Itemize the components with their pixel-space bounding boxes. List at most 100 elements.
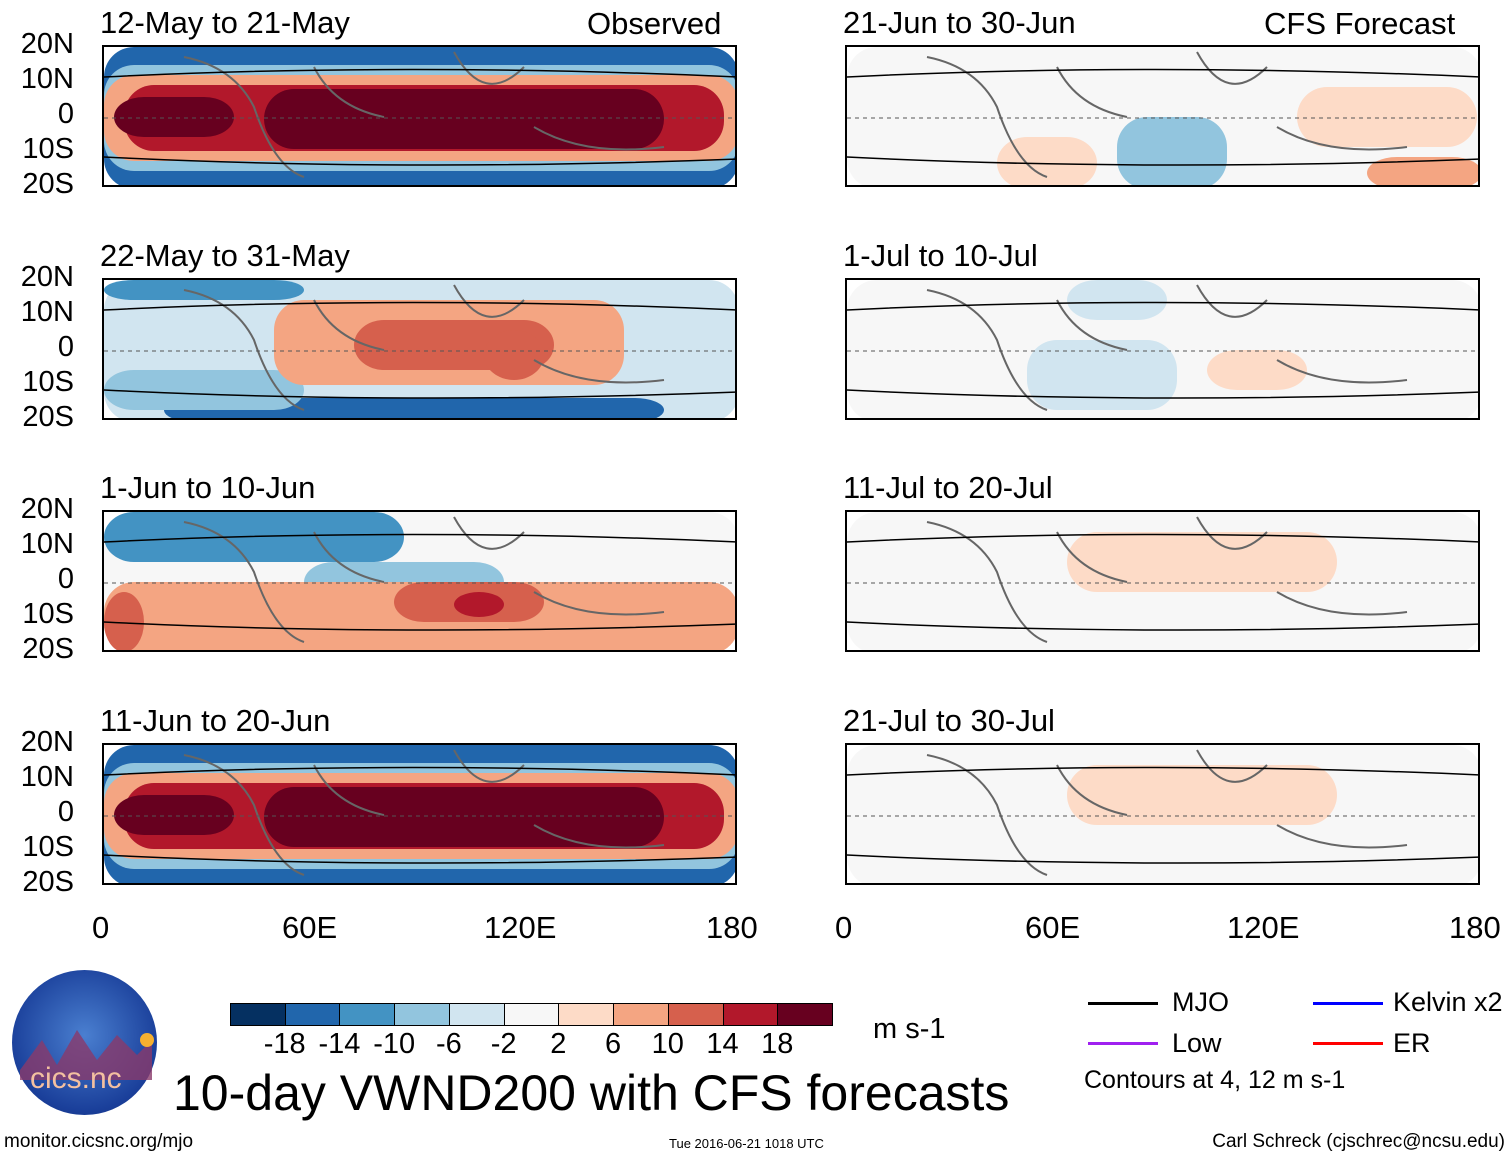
logo-text: cics.nc — [30, 1062, 122, 1095]
lat-label: 20S — [22, 866, 74, 898]
colorbar-label: -6 — [436, 1028, 462, 1060]
lon-label: 0 — [835, 910, 853, 945]
mjo-contour — [847, 301, 1478, 399]
colorbar-label: 18 — [761, 1028, 794, 1060]
colorbar-swatch — [722, 1003, 779, 1026]
colorbar-swatch — [667, 1003, 724, 1026]
panel-title: 22-May to 31-May — [100, 238, 350, 273]
legend-kelvin-label: Kelvin x2 — [1393, 987, 1503, 1017]
panel-title: 1-Jul to 10-Jul — [843, 238, 1038, 273]
coastline — [926, 284, 1408, 411]
anomaly-region — [104, 280, 304, 300]
anomaly-region — [1367, 157, 1478, 185]
mjo-contour — [104, 533, 735, 631]
lat-label: 10S — [22, 133, 74, 165]
panel-title: 11-Jul to 20-Jul — [843, 470, 1053, 505]
map-panel — [102, 278, 737, 420]
contour-note: Contours at 4, 12 m s-1 — [1084, 1066, 1346, 1094]
anomaly-region — [454, 592, 504, 617]
coastline — [183, 516, 665, 643]
lat-label: 20S — [22, 168, 74, 200]
lat-label: 10N — [20, 761, 74, 793]
lon-label: 120E — [1227, 910, 1300, 945]
colorbar-swatch — [394, 1003, 450, 1026]
lat-label: 0 — [57, 796, 74, 828]
mjo-contour — [847, 766, 1478, 864]
colorbar-units: m s-1 — [873, 1013, 946, 1045]
panel-title: 11-Jun to 20-Jun — [100, 703, 331, 738]
legend-er-label: ER — [1393, 1028, 1431, 1058]
mjo-contour — [104, 766, 735, 864]
anomaly-region — [997, 137, 1097, 185]
lat-label: 20N — [20, 261, 74, 293]
legend-low-line — [1088, 1042, 1158, 1045]
panel-title: 1-Jun to 10-Jun — [100, 470, 316, 505]
colorbar-label: 14 — [706, 1028, 739, 1060]
colorbar-label: -10 — [373, 1028, 416, 1060]
map-panel — [102, 743, 737, 885]
lat-label: 20N — [20, 493, 74, 525]
colorbar-swatch — [339, 1003, 396, 1026]
cics-logo: cics.nc — [12, 970, 157, 1115]
lat-label: 10S — [22, 366, 74, 398]
lat-label: 20N — [20, 28, 74, 60]
panel-title: 21-Jun to 30-Jun — [843, 5, 1076, 40]
legend-er-line — [1313, 1042, 1383, 1045]
colorbar-swatch — [503, 1003, 560, 1026]
colorbar-label: 6 — [605, 1028, 622, 1060]
mjo-contour — [847, 68, 1478, 166]
map-panel — [102, 45, 737, 187]
lat-label: 20S — [22, 633, 74, 665]
colorbar-label: -2 — [490, 1028, 517, 1060]
map-panel — [845, 510, 1480, 652]
anomaly-region — [1067, 765, 1337, 825]
map-panel — [102, 510, 737, 652]
lon-label: 120E — [484, 910, 557, 945]
lat-label: 10N — [20, 63, 74, 95]
anomaly-region — [114, 97, 234, 137]
mjo-contour — [847, 533, 1478, 631]
panel-title: 12-May to 21-May — [100, 5, 350, 40]
lat-label: 10S — [22, 831, 74, 863]
colorbar-swatch — [284, 1003, 341, 1026]
lat-label: 10N — [20, 296, 74, 328]
colorbar-label: 10 — [651, 1028, 684, 1060]
anomaly-region — [104, 370, 304, 410]
map-panel — [845, 743, 1480, 885]
anomaly-region — [1297, 87, 1477, 147]
lat-label: 20N — [20, 726, 74, 758]
panel-title: 21-Jul to 30-Jul — [843, 703, 1055, 738]
colorbar-swatch — [558, 1003, 615, 1026]
legend-mjo-line — [1088, 1002, 1158, 1005]
lon-label: 180 — [1449, 910, 1501, 945]
lat-label: 0 — [57, 563, 74, 595]
lat-label: 0 — [57, 331, 74, 363]
legend-kelvin-line — [1313, 1002, 1383, 1005]
anomaly-region — [484, 330, 544, 380]
colorbar-label: -14 — [318, 1028, 361, 1060]
anomaly-region — [264, 787, 664, 847]
lon-label: 60E — [1025, 910, 1081, 945]
colorbar-swatch — [448, 1003, 505, 1026]
footer-author: Carl Schreck (cjschrec@ncsu.edu) — [1212, 1131, 1505, 1152]
mjo-contour — [104, 68, 735, 166]
anomaly-region — [1207, 350, 1307, 390]
lat-label: 20S — [22, 401, 74, 433]
anomaly-region — [264, 89, 664, 149]
footer-timestamp: Tue 2016-06-21 1018 UTC — [669, 1136, 824, 1151]
footer-url[interactable]: monitor.cicsnc.org/mjo — [4, 1131, 194, 1152]
colorbar-swatch — [777, 1003, 833, 1026]
lat-label: 10N — [20, 528, 74, 560]
anomaly-region — [114, 795, 234, 835]
lon-label: 180 — [706, 910, 758, 945]
anomaly-region — [104, 592, 144, 650]
figure-title: 10-day VWND200 with CFS forecasts — [173, 1065, 1010, 1121]
colorbar-swatch — [230, 1003, 286, 1026]
map-panel — [845, 278, 1480, 420]
anomaly-region — [1067, 280, 1167, 320]
anomaly-region — [1027, 340, 1177, 410]
map-panel — [845, 45, 1480, 187]
coastline — [183, 51, 665, 178]
colorbar-swatch — [613, 1003, 669, 1026]
